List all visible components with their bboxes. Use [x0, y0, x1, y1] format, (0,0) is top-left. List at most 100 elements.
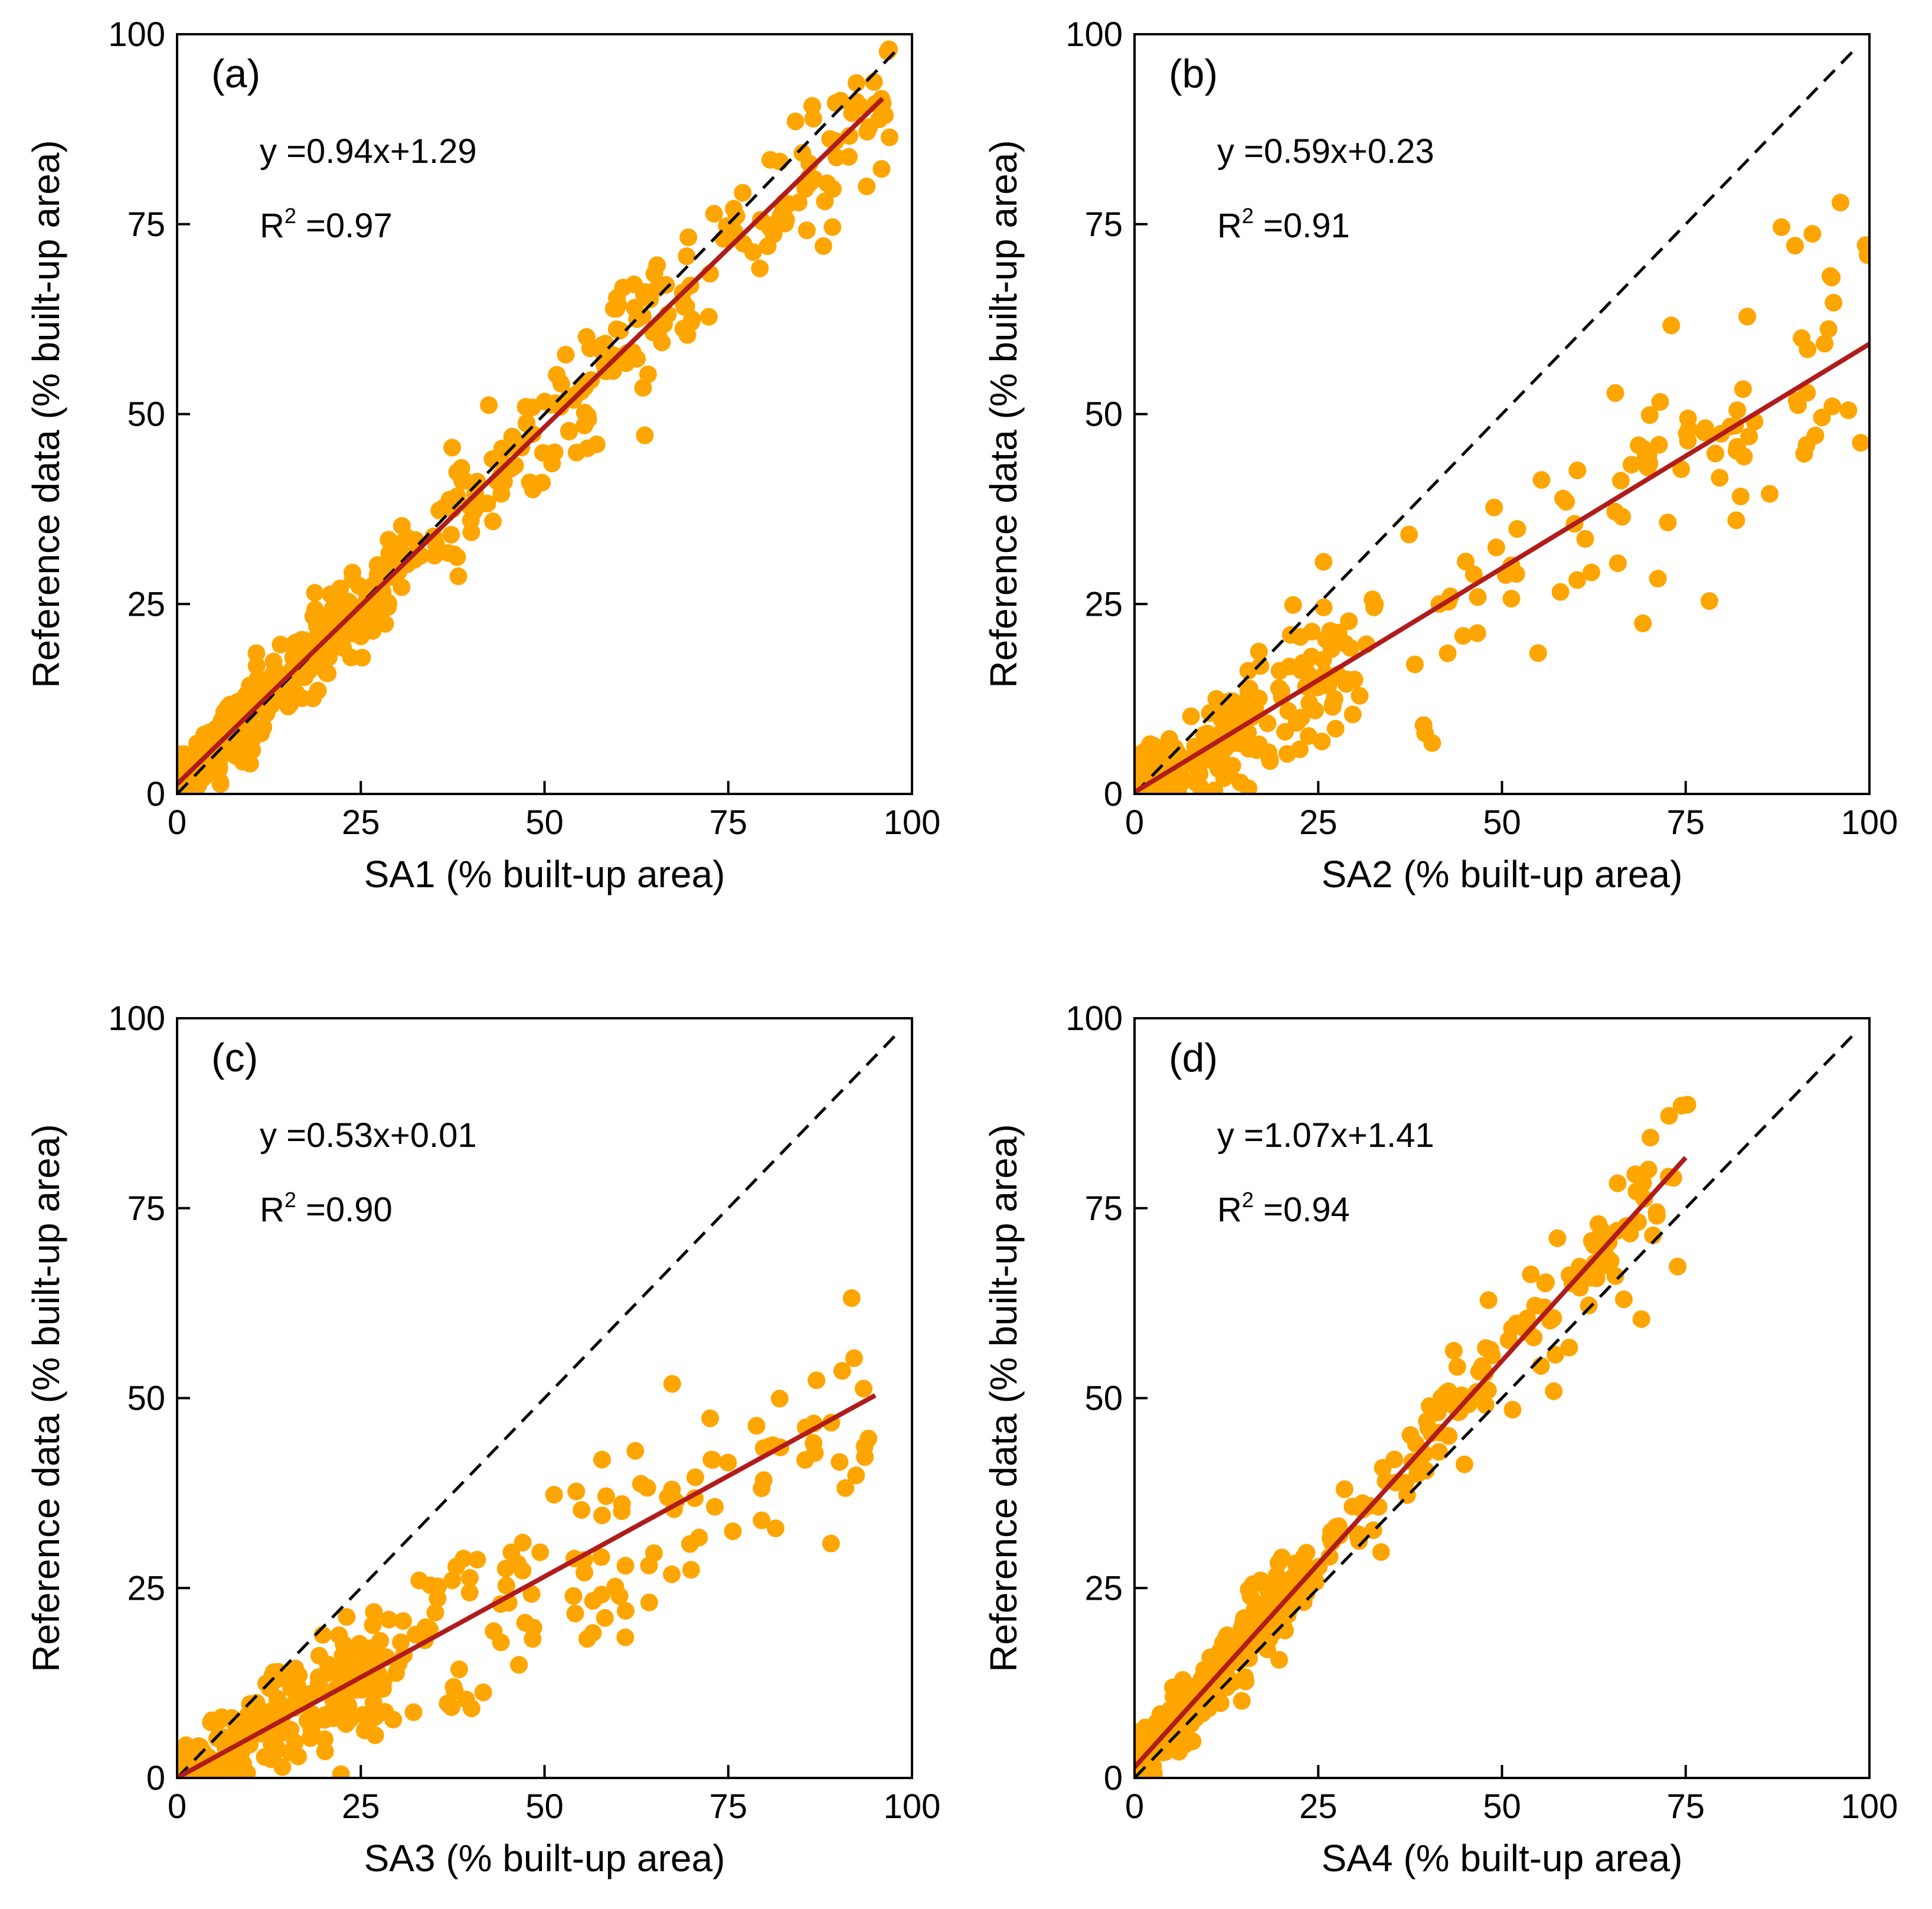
data-point: [1448, 1358, 1466, 1376]
data-point: [357, 1649, 375, 1667]
data-point: [521, 473, 539, 492]
data-point: [1761, 485, 1779, 503]
x-tick-label: 25: [342, 803, 380, 842]
data-point: [1191, 765, 1209, 783]
data-point: [429, 1589, 447, 1607]
data-point: [1223, 757, 1241, 775]
data-point: [552, 375, 570, 393]
data-point: [584, 1592, 602, 1610]
y-tick-label: 25: [127, 1569, 165, 1607]
data-point: [596, 1609, 614, 1627]
panel-a: 0 25 50 75 100 0 25 50 75 100 SA1 (% built-up area…: [25, 15, 940, 895]
data-point: [273, 1758, 292, 1776]
data-point: [394, 1612, 412, 1630]
data-point: [380, 1610, 398, 1629]
data-point: [315, 1730, 334, 1748]
x-tick-label: 50: [525, 803, 564, 842]
data-point: [1568, 461, 1587, 479]
data-point: [761, 219, 779, 237]
data-point: [634, 379, 652, 397]
y-tick-label: 100: [108, 999, 165, 1038]
r-squared: R2 =0.94: [1217, 1188, 1350, 1229]
data-point: [1251, 657, 1270, 675]
data-point: [1161, 739, 1179, 757]
data-point: [223, 737, 241, 754]
data-point: [1258, 714, 1277, 733]
data-point: [460, 1569, 479, 1587]
data-point: [859, 1430, 878, 1447]
data-point: [1823, 269, 1841, 287]
data-point: [330, 1626, 348, 1645]
data-point: [578, 1630, 596, 1648]
data-point: [468, 1551, 486, 1569]
data-point: [1191, 777, 1209, 794]
data-point: [804, 110, 822, 128]
data-point: [1740, 427, 1758, 446]
data-point: [1148, 1717, 1165, 1735]
data-point: [298, 1711, 316, 1730]
y-tick-label: 50: [1084, 1380, 1123, 1418]
x-tick-label: 100: [884, 1787, 941, 1826]
y-tick-label: 100: [1065, 15, 1123, 54]
regression-line: [1135, 342, 1869, 794]
data-point: [1678, 1096, 1696, 1114]
data-point: [443, 439, 461, 457]
y-axis-label: Reference data (% built-up area): [982, 140, 1025, 688]
data-point: [734, 184, 752, 202]
data-point: [241, 754, 259, 773]
data-point: [1250, 642, 1268, 661]
data-point: [699, 308, 718, 326]
data-point: [1135, 757, 1151, 775]
data-point: [1270, 1650, 1289, 1669]
data-point: [1799, 340, 1817, 358]
data-point: [1609, 554, 1627, 573]
data-point: [1580, 1296, 1598, 1315]
data-point: [514, 1534, 532, 1552]
data-point: [701, 1409, 720, 1427]
data-point: [1487, 538, 1505, 557]
data-point: [384, 1711, 403, 1729]
data-point: [833, 1362, 851, 1380]
data-point: [1592, 1221, 1610, 1239]
data-point: [1233, 1692, 1251, 1710]
data-point: [332, 1765, 350, 1778]
y-tick-label: 0: [1104, 775, 1123, 813]
data-point: [593, 1450, 611, 1469]
scatter-points: [1135, 194, 1869, 794]
data-point: [1647, 1207, 1666, 1225]
y-tick-label: 100: [1065, 999, 1123, 1038]
data-point: [616, 1628, 635, 1646]
data-point: [848, 93, 866, 111]
data-point: [639, 365, 657, 384]
data-point: [567, 1482, 586, 1501]
data-point: [368, 556, 387, 574]
data-point: [1606, 502, 1624, 521]
data-point: [1537, 1273, 1555, 1292]
data-point: [576, 416, 594, 434]
data-point: [1340, 612, 1358, 630]
data-point: [283, 636, 301, 655]
data-point: [1444, 1342, 1463, 1360]
data-point: [1576, 530, 1594, 548]
data-point: [290, 1666, 308, 1685]
data-point: [1609, 1174, 1627, 1192]
x-axis-label: SA3 (% built-up area): [364, 1837, 725, 1879]
data-point: [1560, 1338, 1578, 1356]
data-point: [858, 177, 876, 195]
data-point: [480, 396, 498, 414]
data-point: [1622, 456, 1640, 474]
x-tick-label: 100: [1841, 803, 1898, 842]
data-point: [510, 1656, 528, 1674]
data-point: [1551, 583, 1570, 601]
data-point: [1680, 420, 1698, 439]
data-point: [1325, 690, 1343, 708]
data-point: [445, 545, 463, 564]
data-point: [439, 1694, 457, 1712]
x-tick-label: 0: [168, 803, 187, 842]
data-point: [1819, 320, 1838, 338]
data-point: [1786, 237, 1804, 255]
data-point: [593, 1506, 611, 1525]
data-point: [649, 326, 668, 344]
data-point: [659, 1488, 677, 1506]
data-point: [1672, 460, 1691, 478]
